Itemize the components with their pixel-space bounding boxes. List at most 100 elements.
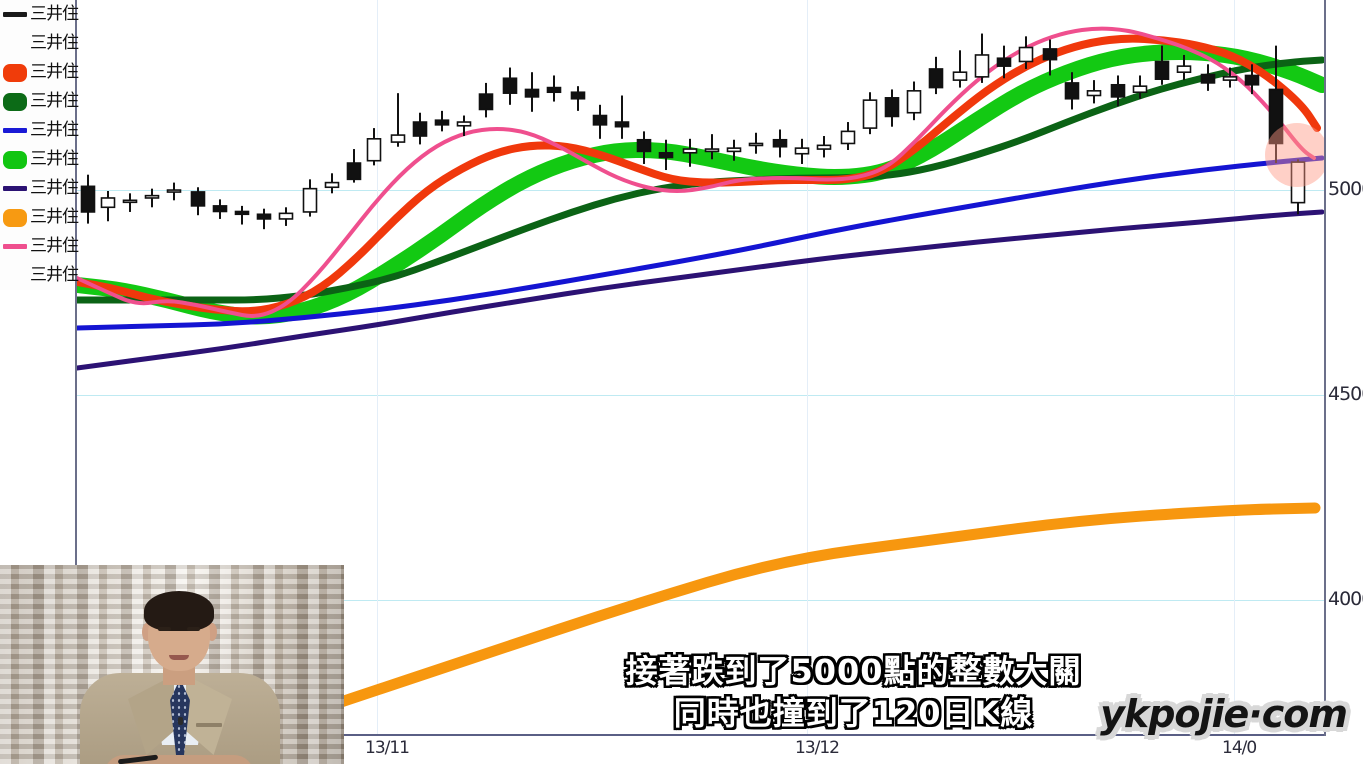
presenter-mouth xyxy=(169,655,189,660)
date-tick-14-0: 14/0 xyxy=(1222,738,1257,758)
presenter-video-overlay[interactable] xyxy=(0,565,344,764)
candle-body-up xyxy=(748,142,764,147)
legend-swatch-icon xyxy=(3,150,27,169)
presenter-eye-right xyxy=(187,627,200,631)
candle-body-down xyxy=(434,119,450,126)
candle-body-down xyxy=(524,88,540,98)
legend-item-3[interactable]: 三井住 xyxy=(0,87,79,116)
candle-body-up xyxy=(726,147,742,153)
series-legend: 三井住 三井住 三井住 三井住 三井住 三井住 三井住 三井住 三井住 三井住 xyxy=(0,0,79,290)
highlight-circle-120ma-touch xyxy=(1265,123,1329,187)
candle-body-up xyxy=(166,189,182,193)
candle-body-up xyxy=(862,99,878,129)
legend-item-label: 三井住 xyxy=(30,178,79,198)
candle-body-up xyxy=(144,194,160,199)
candle-body-down xyxy=(1268,88,1284,145)
price-tick-5000: 5000 xyxy=(1328,178,1363,200)
candle-body-up xyxy=(366,138,382,162)
candle-body-up xyxy=(1018,46,1034,63)
suit-pocket xyxy=(196,723,222,727)
legend-item-label: 三井住 xyxy=(30,149,79,169)
legend-item-2[interactable]: 三井住 xyxy=(0,58,79,87)
legend-item-8[interactable]: 三井住 xyxy=(0,232,79,261)
candle-body-down xyxy=(234,210,250,216)
candle-body-up xyxy=(1132,85,1148,94)
candle-body-down xyxy=(636,138,652,153)
legend-item-label: 三井住 xyxy=(30,120,79,140)
legend-item-1[interactable]: 三井住 xyxy=(0,29,79,58)
legend-item-label: 三井住 xyxy=(30,62,79,82)
legend-item-label: 三井住 xyxy=(30,265,79,285)
candle-body-down xyxy=(1200,73,1216,84)
legend-swatch-icon xyxy=(3,12,27,17)
presenter-hair xyxy=(144,591,214,631)
candle-body-down xyxy=(592,114,608,126)
legend-item-6[interactable]: 三井住 xyxy=(0,174,79,203)
series-ma-blue-120 xyxy=(77,155,1324,331)
candle-body-up xyxy=(302,187,318,213)
legend-item-label: 三井住 xyxy=(30,236,79,256)
candle-body-down xyxy=(212,205,228,213)
candle-body-down xyxy=(928,68,944,89)
candle-body-up xyxy=(456,121,472,127)
legend-item-0[interactable]: 三井住 xyxy=(0,0,79,29)
legend-item-9[interactable]: 三井住 xyxy=(0,261,79,290)
candle-body-up xyxy=(1222,76,1238,81)
candle-body-up xyxy=(794,147,810,155)
presenter-eyebrow-right xyxy=(186,620,201,623)
presenter-ear-left xyxy=(142,623,152,641)
vertical-gridline xyxy=(1234,0,1235,734)
candle-body-down xyxy=(570,91,586,100)
legend-item-label: 三井住 xyxy=(30,207,79,227)
candle-body-up xyxy=(816,144,832,150)
presenter-eye-left xyxy=(158,627,171,631)
candle-body-down xyxy=(546,86,562,94)
candle-body-up xyxy=(122,199,138,204)
legend-item-label: 三井住 xyxy=(30,91,79,111)
candle-body-down xyxy=(478,93,494,111)
candle-body-up xyxy=(324,181,340,189)
legend-item-4[interactable]: 三井住 xyxy=(0,116,79,145)
candle-body-down xyxy=(996,57,1012,67)
presenter-ear-right xyxy=(207,623,217,641)
series-ma-pink xyxy=(77,26,1316,318)
candle-body-up xyxy=(1176,65,1192,74)
price-tick-4500: 4500 xyxy=(1328,383,1363,405)
candle-body-down xyxy=(772,138,788,148)
legend-swatch-icon xyxy=(3,92,27,111)
candle-body-down xyxy=(412,121,428,137)
candle-body-down xyxy=(1042,48,1058,61)
legend-swatch-icon xyxy=(3,186,27,191)
legend-item-label: 三井住 xyxy=(30,33,79,53)
lapel-microphone-icon xyxy=(178,717,183,725)
series-ma-orange-long xyxy=(326,502,1321,711)
price-axis-right: 5000 4500 4000 xyxy=(1324,0,1363,736)
candle-body-down xyxy=(614,121,630,128)
candle-body-up xyxy=(952,71,968,81)
candle-body-down xyxy=(190,191,206,207)
vertical-gridline xyxy=(377,0,378,734)
candle-body-down xyxy=(502,77,518,94)
candle-body-up xyxy=(1086,90,1102,97)
vertical-gridline xyxy=(807,0,808,734)
candle-body-up xyxy=(1290,161,1306,204)
series-ma-orange-red xyxy=(77,34,1321,316)
legend-swatch-icon xyxy=(3,272,27,280)
candle-body-down xyxy=(884,97,900,118)
candle-body-down xyxy=(1154,60,1170,80)
candle-body-up xyxy=(390,134,406,143)
price-tick-4000: 4000 xyxy=(1328,588,1363,610)
legend-item-7[interactable]: 三井住 xyxy=(0,203,79,232)
horizontal-gridline xyxy=(77,600,1324,601)
presenter-hands xyxy=(104,755,254,764)
candle-body-up xyxy=(100,197,116,209)
chart-canvas xyxy=(77,0,1324,734)
candle-body-down xyxy=(346,162,362,181)
candle-body-up xyxy=(974,54,990,78)
date-tick-13-11: 13/11 xyxy=(365,738,410,758)
legend-swatch-icon xyxy=(3,63,27,82)
legend-swatch-icon xyxy=(3,208,27,227)
legend-item-5[interactable]: 三井住 xyxy=(0,145,79,174)
series-ma-purple xyxy=(77,209,1324,371)
